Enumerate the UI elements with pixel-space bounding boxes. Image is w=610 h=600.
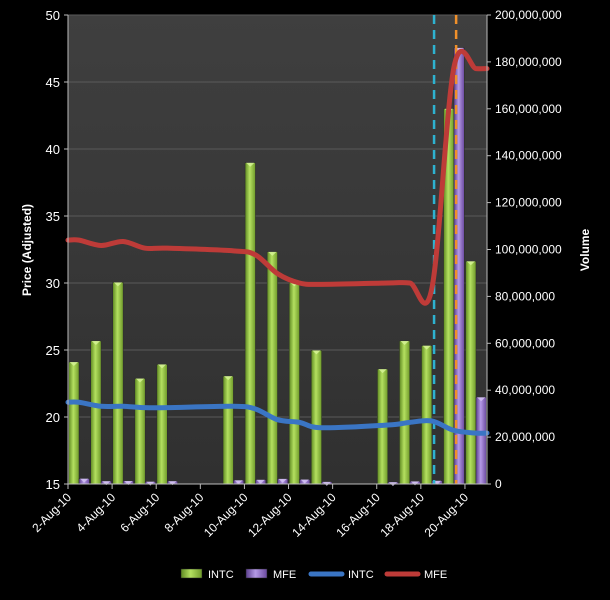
y-right-tick-label: 160,000,000 bbox=[495, 102, 562, 116]
x-tick-label: 14-Aug-10 bbox=[289, 490, 339, 540]
bar-cap-mfe bbox=[168, 481, 177, 486]
y-right-tick-label: 40,000,000 bbox=[495, 383, 555, 397]
lines bbox=[65, 48, 490, 436]
line-mfe bbox=[65, 48, 490, 306]
bar-intc bbox=[310, 350, 322, 485]
bar-intc bbox=[112, 282, 124, 485]
bar-cap-intc bbox=[400, 340, 409, 345]
bar-cap-mfe bbox=[278, 478, 287, 483]
bar-intc bbox=[68, 361, 80, 485]
y-left-tick-label: 30 bbox=[46, 276, 60, 291]
bar-cap-intc bbox=[312, 350, 321, 355]
bar-cap-mfe bbox=[234, 480, 243, 485]
x-tick-label: 10-Aug-10 bbox=[201, 490, 251, 540]
x-tick-label: 12-Aug-10 bbox=[245, 490, 295, 540]
x-tick-label: 18-Aug-10 bbox=[377, 490, 427, 540]
bar-cap-intc bbox=[422, 345, 431, 350]
y-left-tick-label: 15 bbox=[46, 477, 60, 492]
y-left-tick-label: 20 bbox=[46, 410, 60, 425]
y-left-tick-label: 40 bbox=[46, 142, 60, 157]
bar-cap-mfe bbox=[124, 480, 133, 485]
bar-cap-intc bbox=[91, 340, 101, 345]
x-tick-label: 16-Aug-10 bbox=[333, 490, 383, 540]
y-left-tick-label: 45 bbox=[46, 75, 60, 90]
bar-cap-intc bbox=[69, 362, 79, 367]
bar-intc bbox=[465, 260, 477, 485]
y-left-axis-title: Price (Adjusted) bbox=[20, 204, 34, 296]
bar-cap-intc bbox=[268, 251, 277, 256]
bar-intc bbox=[288, 282, 300, 485]
bar-cap-intc bbox=[246, 162, 255, 167]
bar-intc bbox=[421, 345, 433, 485]
bar-intc bbox=[90, 340, 102, 485]
y-left-tick-label: 35 bbox=[46, 209, 60, 224]
reference-lines bbox=[432, 15, 458, 484]
y-left-tick-label: 25 bbox=[46, 343, 60, 358]
bar-mfe bbox=[475, 396, 487, 485]
bar-cap-intc bbox=[466, 261, 475, 266]
x-tick-label: 20-Aug-10 bbox=[422, 490, 472, 540]
bar-cap-intc bbox=[224, 376, 233, 381]
y-right-tick-label: 120,000,000 bbox=[495, 196, 562, 210]
legend-label: INTC bbox=[348, 569, 374, 581]
bar-cap-mfe bbox=[102, 481, 111, 486]
legend-swatch-bar bbox=[180, 568, 203, 579]
bar-cap-intc bbox=[135, 378, 145, 383]
line-intc bbox=[65, 399, 490, 436]
legend-swatch-bar bbox=[245, 568, 268, 579]
bar-intc bbox=[399, 340, 411, 485]
y-right-tick-label: 200,000,000 bbox=[495, 8, 562, 22]
y-left-tick-label: 50 bbox=[46, 8, 60, 23]
x-tick-label: 2-Aug-10 bbox=[29, 490, 74, 535]
bar-cap-mfe bbox=[256, 479, 265, 484]
bar-cap-mfe bbox=[476, 397, 486, 402]
y-right-tick-label: 80,000,000 bbox=[495, 289, 555, 303]
legend-label: MFE bbox=[273, 569, 296, 581]
bar-cap-mfe bbox=[300, 479, 309, 484]
legend-label: INTC bbox=[208, 569, 234, 581]
bar-cap-mfe bbox=[410, 481, 420, 486]
bar-intc bbox=[134, 378, 146, 485]
legend: INTC MFE INTC MFE bbox=[180, 568, 447, 581]
y-right-tick-label: 0 bbox=[495, 477, 502, 491]
x-tick-label: 4-Aug-10 bbox=[73, 490, 118, 535]
bar-cap-mfe bbox=[80, 478, 89, 483]
bar-cap-intc bbox=[157, 364, 167, 369]
x-tick-label: 8-Aug-10 bbox=[162, 490, 207, 535]
bar-intc bbox=[244, 162, 256, 485]
bar-intc bbox=[156, 364, 168, 485]
y-right-tick-label: 180,000,000 bbox=[495, 55, 562, 69]
x-tick-label: 6-Aug-10 bbox=[118, 490, 163, 535]
y-right-tick-label: 140,000,000 bbox=[495, 149, 562, 163]
bar-intc bbox=[222, 375, 234, 485]
y-right-tick-label: 20,000,000 bbox=[495, 430, 555, 444]
y-right-axis-title: Volume bbox=[578, 228, 592, 271]
bar-cap-intc bbox=[378, 369, 387, 374]
legend-label: MFE bbox=[424, 569, 447, 581]
bar-intc bbox=[266, 251, 278, 485]
bars bbox=[68, 47, 487, 487]
bar-cap-intc bbox=[113, 282, 123, 287]
y-right-tick-label: 100,000,000 bbox=[495, 243, 562, 257]
y-right-tick-label: 60,000,000 bbox=[495, 336, 555, 350]
